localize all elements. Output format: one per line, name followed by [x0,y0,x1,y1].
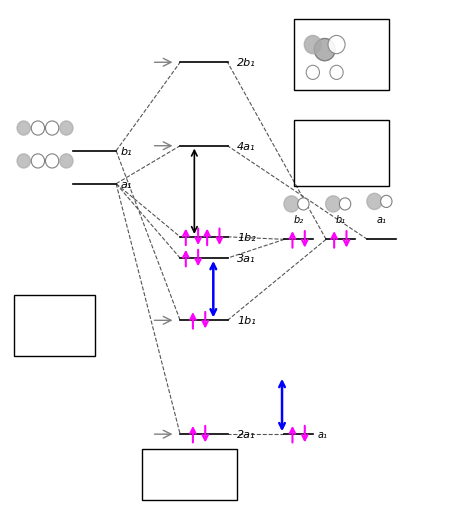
Circle shape [306,66,319,80]
Circle shape [31,155,45,169]
Circle shape [60,122,73,136]
Bar [142,449,237,500]
Circle shape [328,36,345,55]
Text: a₁: a₁ [121,179,132,189]
Text: 3a₁: 3a₁ [237,254,255,264]
Text: b₁: b₁ [121,146,133,157]
Text: 1b₁: 1b₁ [237,316,256,326]
Bar [294,121,389,187]
Circle shape [304,36,321,55]
Circle shape [326,196,341,213]
Text: 2b₁: 2b₁ [237,58,256,68]
Circle shape [17,122,30,136]
Text: a₁: a₁ [318,429,328,439]
Text: 4a₁: 4a₁ [237,141,255,152]
Circle shape [367,194,382,210]
Circle shape [381,196,392,208]
Circle shape [284,196,299,213]
Text: 2a₁: 2a₁ [237,429,255,439]
Circle shape [314,39,335,62]
Bar [294,20,389,91]
Circle shape [46,122,59,136]
Circle shape [31,122,45,136]
Text: a₁: a₁ [377,215,386,225]
Circle shape [339,198,351,211]
Text: 1b₂: 1b₂ [237,232,256,242]
Circle shape [330,66,343,80]
Circle shape [17,155,30,169]
Text: b₂: b₂ [293,215,304,225]
Text: b₁: b₁ [335,215,346,225]
Circle shape [46,155,59,169]
Circle shape [60,155,73,169]
Circle shape [298,198,309,211]
Bar [14,295,95,356]
